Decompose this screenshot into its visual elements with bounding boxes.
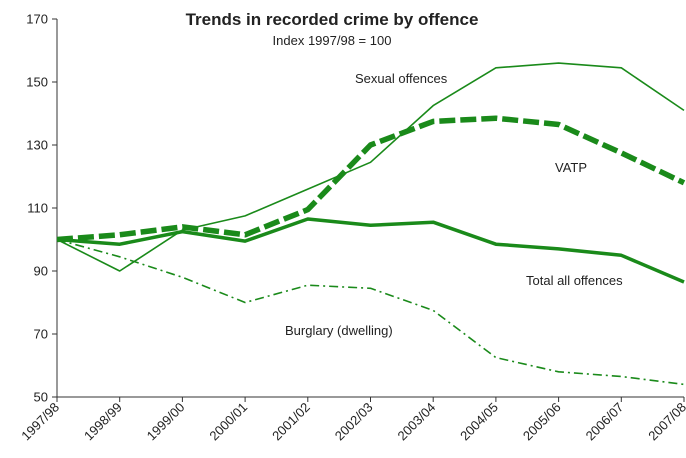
y-tick-label: 50: [34, 390, 48, 405]
x-tick-label: 2000/01: [206, 400, 250, 444]
series-layer: [56, 62, 686, 386]
x-tick-label: 1999/00: [144, 400, 188, 444]
series-line-burglary-dwelling: [56, 238, 685, 386]
x-axis: 1997/98 1998/99 1999/00 2000/01 2001/02 2002/…: [18, 397, 686, 443]
x-tick-label: 2001/02: [269, 400, 313, 444]
x-tick-label: 2002/03: [332, 400, 376, 444]
y-tick-label: 150: [26, 75, 48, 90]
x-tick-label: 2006/07: [583, 400, 627, 444]
series-label-burglary-dwelling: Burglary (dwelling): [285, 323, 393, 338]
y-tick-label: 90: [34, 264, 48, 279]
x-tick-label: 1998/99: [81, 400, 125, 444]
series-label-vatp: VATP: [555, 160, 587, 175]
x-tick-label: 2004/05: [457, 400, 501, 444]
x-tick-label: 2003/04: [394, 400, 438, 444]
series-line-sexual-offences: [56, 62, 685, 272]
x-tick-label: 2007/08: [645, 400, 686, 444]
x-tick-label: 1997/98: [18, 400, 62, 444]
y-axis: 50 70 90 110 130 150 170: [26, 12, 57, 405]
series-line-total-all-offences: [56, 217, 685, 284]
y-tick-label: 110: [27, 201, 48, 216]
y-tick-label: 170: [26, 12, 48, 27]
series-label-total-all-offences: Total all offences: [526, 273, 623, 288]
series-label-sexual-offences: Sexual offences: [355, 71, 448, 86]
y-tick-label: 70: [34, 327, 48, 342]
y-tick-label: 130: [26, 138, 48, 153]
x-tick-label: 2005/06: [520, 400, 564, 444]
series-line-vatp: [56, 115, 686, 243]
chart-subtitle: Index 1997/98 = 100: [273, 33, 392, 48]
chart-title: Trends in recorded crime by offence: [186, 10, 479, 29]
